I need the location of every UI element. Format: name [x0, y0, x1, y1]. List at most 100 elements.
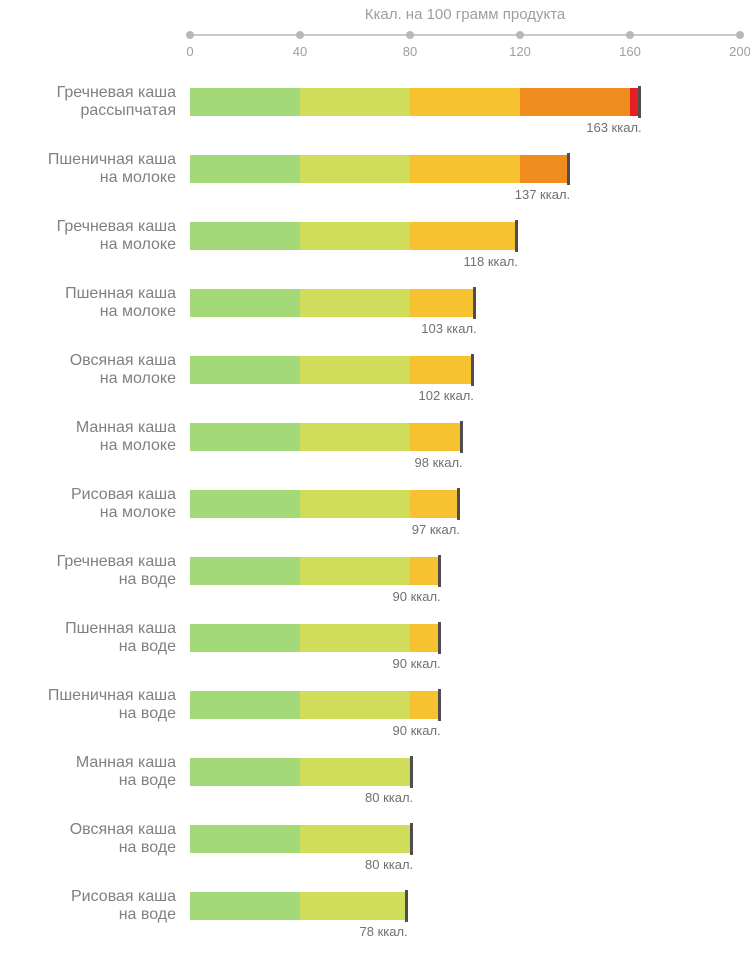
row-label-line: на воде	[0, 571, 176, 589]
bar-segment	[300, 758, 410, 786]
row-label: Пшеничная кашана молоке	[0, 151, 176, 188]
bar-segment	[520, 88, 630, 116]
bar	[190, 624, 438, 652]
x-tick-label: 160	[619, 44, 641, 59]
bar-value-label: 163 ккал.	[586, 120, 641, 135]
bar-segment	[410, 356, 471, 384]
row-label-line: на воде	[0, 705, 176, 723]
bar-segment	[300, 691, 410, 719]
bar	[190, 557, 438, 585]
bar-segment	[190, 624, 300, 652]
bar-segment	[190, 691, 300, 719]
bar-end-marker	[638, 86, 641, 118]
x-tick-label: 0	[186, 44, 193, 59]
x-tick-dot	[626, 31, 634, 39]
bar-value-label: 98 ккал.	[415, 455, 463, 470]
bar-segment	[190, 356, 300, 384]
bar-value-label: 97 ккал.	[412, 522, 460, 537]
row-label-line: Пшеничная каша	[0, 687, 176, 705]
bar-value-label: 80 ккал.	[365, 857, 413, 872]
row-label-line: Гречневая каша	[0, 84, 176, 102]
row-label-line: Гречневая каша	[0, 553, 176, 571]
bar-segment	[190, 892, 300, 920]
bar-segment	[410, 624, 438, 652]
bar-value-label: 90 ккал.	[393, 656, 441, 671]
row-label: Манная кашана молоке	[0, 419, 176, 456]
bar-value-label: 118 ккал.	[464, 254, 518, 269]
bar-segment	[300, 557, 410, 585]
row-label: Овсяная кашана воде	[0, 821, 176, 858]
row-label-line: Манная каша	[0, 419, 176, 437]
bar-end-marker	[405, 890, 408, 922]
bar-segment	[630, 88, 638, 116]
row-label: Пшенная кашана воде	[0, 620, 176, 657]
bar-segment	[300, 490, 410, 518]
bar-end-marker	[438, 689, 441, 721]
row-label-line: на молоке	[0, 303, 176, 321]
bar	[190, 691, 438, 719]
bar-segment	[190, 758, 300, 786]
x-tick-dot	[736, 31, 744, 39]
x-tick-label: 40	[293, 44, 307, 59]
bar-segment	[410, 289, 473, 317]
bar	[190, 758, 410, 786]
bar-segment	[300, 155, 410, 183]
bar-end-marker	[457, 488, 460, 520]
bar-end-marker	[471, 354, 474, 386]
row-label: Пшеничная кашана воде	[0, 687, 176, 724]
bar-segment	[190, 289, 300, 317]
row-label: Гречневая кашана воде	[0, 553, 176, 590]
row-label-line: на молоке	[0, 504, 176, 522]
bar-segment	[410, 490, 457, 518]
row-label-line: Манная каша	[0, 754, 176, 772]
row-label-line: Рисовая каша	[0, 486, 176, 504]
bar-segment	[190, 490, 300, 518]
row-label-line: на воде	[0, 906, 176, 924]
bar	[190, 222, 515, 250]
bar	[190, 88, 638, 116]
bar	[190, 356, 471, 384]
bar	[190, 892, 405, 920]
bar-segment	[410, 155, 520, 183]
bar-segment	[190, 88, 300, 116]
calorie-bar-chart: Ккал. на 100 грамм продукта0408012016020…	[0, 0, 750, 960]
row-label-line: на молоке	[0, 236, 176, 254]
bar-segment	[410, 222, 515, 250]
row-label-line: Гречневая каша	[0, 218, 176, 236]
row-label-line: Рисовая каша	[0, 888, 176, 906]
bar-segment	[190, 155, 300, 183]
row-label: Гречневая кашарассыпчатая	[0, 84, 176, 121]
row-label-line: Пшенная каша	[0, 285, 176, 303]
row-label-line: рассыпчатая	[0, 102, 176, 120]
row-label-line: Овсяная каша	[0, 352, 176, 370]
x-tick-label: 80	[403, 44, 417, 59]
bar-value-label: 137 ккал.	[515, 187, 570, 202]
bar-value-label: 90 ккал.	[393, 723, 441, 738]
row-label: Манная кашана воде	[0, 754, 176, 791]
bar-segment	[300, 88, 410, 116]
bar-end-marker	[410, 823, 413, 855]
bar-segment	[410, 691, 438, 719]
bar-end-marker	[438, 555, 441, 587]
bar-end-marker	[515, 220, 518, 252]
bar-end-marker	[438, 622, 441, 654]
row-label: Овсяная кашана молоке	[0, 352, 176, 389]
bar-segment	[300, 892, 405, 920]
x-tick-dot	[296, 31, 304, 39]
row-label-line: на молоке	[0, 437, 176, 455]
bar-end-marker	[567, 153, 570, 185]
x-tick-dot	[406, 31, 414, 39]
x-tick-label: 120	[509, 44, 531, 59]
bar-segment	[190, 557, 300, 585]
bar	[190, 825, 410, 853]
bar-segment	[300, 825, 410, 853]
row-label-line: Овсяная каша	[0, 821, 176, 839]
bar	[190, 289, 473, 317]
row-label-line: Пшенная каша	[0, 620, 176, 638]
chart-title: Ккал. на 100 грамм продукта	[190, 6, 740, 23]
row-label-line: Пшеничная каша	[0, 151, 176, 169]
bar-segment	[300, 356, 410, 384]
bar-segment	[190, 825, 300, 853]
bar-end-marker	[460, 421, 463, 453]
bar	[190, 490, 457, 518]
